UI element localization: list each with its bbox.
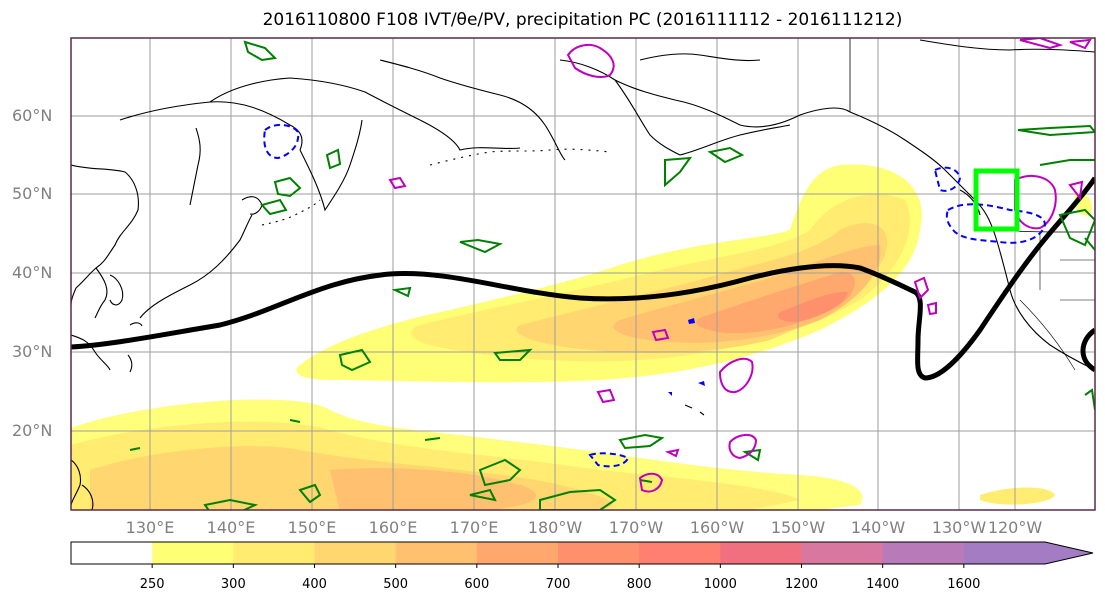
lat-label-20n: 20°N: [12, 421, 53, 440]
colorbar-segment: [314, 542, 397, 564]
lon-label-130w: 130°W: [931, 518, 987, 537]
lon-label-140w: 140°W: [850, 518, 906, 537]
highlight-box: [973, 168, 1020, 232]
blue-contours: [263, 124, 1047, 468]
lon-label-160w: 160°W: [689, 518, 745, 537]
map-frame: [70, 37, 1096, 511]
colorbar-tick-label: 300: [220, 577, 246, 592]
lat-label-60n: 60°N: [12, 106, 53, 125]
colorbar-segment: [801, 542, 884, 564]
colorbar-tick-label: 600: [464, 577, 490, 592]
colorbar-segment: [152, 542, 234, 564]
colorbar-tick-label: 400: [302, 577, 327, 592]
lon-label-130e: 130°E: [125, 518, 175, 537]
lon-label-170w: 170°W: [608, 518, 664, 537]
colorbar-segment: [639, 542, 721, 564]
lat-label-30n: 30°N: [12, 342, 53, 361]
colorbar-tick-label: 250: [139, 577, 165, 592]
colorbar-segment: [233, 542, 315, 564]
colorbar-tick-label: 500: [383, 577, 409, 592]
colorbar-tick-label: 1200: [784, 577, 819, 592]
colorbar-segment: [963, 542, 1046, 564]
lat-label-40n: 40°N: [12, 263, 53, 282]
lon-label-140e: 140°E: [206, 518, 256, 537]
lon-label-180w: 180°W: [527, 518, 583, 537]
colorbar-segment: [720, 542, 802, 564]
map-title: 2016110800 F108 IVT/θe/PV, precipitation…: [262, 10, 903, 30]
colorbar-segment: [395, 542, 478, 564]
colorbar-tick-label: 1600: [947, 577, 981, 592]
lon-label-170e: 170°E: [449, 518, 499, 537]
lon-label-150e: 150°E: [287, 518, 337, 537]
blue-small-contours: [668, 318, 705, 396]
colorbar-segment: [476, 542, 559, 564]
magenta-contours: [388, 38, 1092, 493]
lon-label-150w: 150°W: [770, 518, 826, 537]
colorbar-segment: [71, 542, 153, 564]
colorbar-tick-label: 700: [545, 577, 571, 592]
colorbar-extend-arrow: [1045, 542, 1093, 564]
colorbar-tick-label: 1000: [703, 577, 737, 592]
coastlines: [71, 38, 1095, 510]
colorbar-tick-label: 800: [626, 577, 652, 592]
lon-label-160e: 160°E: [368, 518, 418, 537]
lat-label-50n: 50°N: [12, 184, 53, 203]
lon-label-120w: 120°W: [987, 518, 1043, 537]
front-line: [71, 176, 1095, 381]
graticule: [71, 38, 1095, 510]
colorbar-segment: [558, 542, 640, 564]
colorbar-segment: [882, 542, 965, 564]
colorbar-tick-label: 1400: [866, 577, 900, 592]
